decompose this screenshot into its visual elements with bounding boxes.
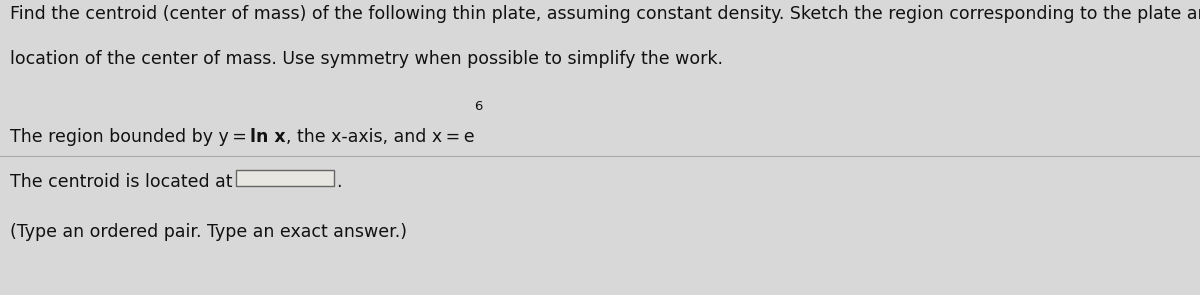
Text: 6: 6 [474,100,482,113]
Text: The centroid is located at: The centroid is located at [10,173,232,191]
Text: location of the center of mass. Use symmetry when possible to simplify the work.: location of the center of mass. Use symm… [10,50,722,68]
FancyBboxPatch shape [235,170,334,186]
Text: Find the centroid (center of mass) of the following thin plate, assuming constan: Find the centroid (center of mass) of th… [10,5,1200,23]
Text: , the x-axis, and x = e: , the x-axis, and x = e [286,128,474,146]
Text: ln x: ln x [250,128,286,146]
Text: .: . [336,173,342,191]
Text: The region bounded by y =: The region bounded by y = [10,128,250,146]
Text: (Type an ordered pair. Type an exact answer.): (Type an ordered pair. Type an exact ans… [10,223,407,241]
